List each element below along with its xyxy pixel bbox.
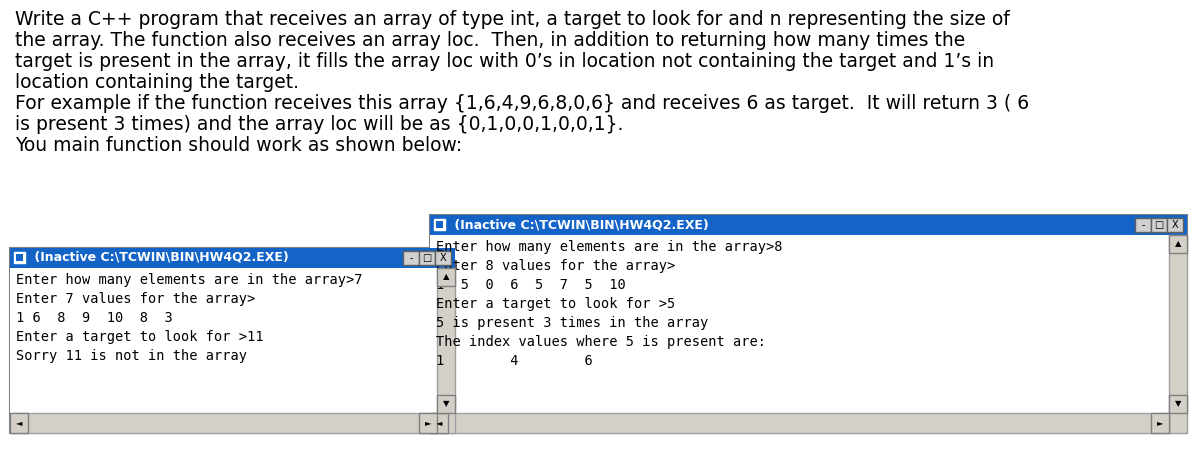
Bar bbox=[16, 254, 23, 261]
Text: target is present in the array, it fills the array loc with 0’s in location not : target is present in the array, it fills… bbox=[14, 52, 994, 71]
Bar bbox=[10, 248, 455, 433]
Text: Enter how many elements are in the array>8: Enter how many elements are in the array… bbox=[436, 240, 782, 254]
Bar bbox=[10, 268, 437, 413]
Text: □: □ bbox=[1154, 220, 1164, 230]
Bar bbox=[1135, 218, 1151, 232]
Text: (Inactive C:\TCWIN\BIN\HW4Q2.EXE): (Inactive C:\TCWIN\BIN\HW4Q2.EXE) bbox=[450, 218, 709, 231]
Bar bbox=[430, 215, 1187, 433]
Bar bbox=[14, 252, 25, 263]
Bar bbox=[437, 395, 455, 413]
Text: For example if the function receives this array {1,6,4,9,6,8,0,6} and receives 6: For example if the function receives thi… bbox=[14, 94, 1030, 113]
Text: 1        4        6: 1 4 6 bbox=[436, 354, 593, 368]
Bar bbox=[434, 219, 445, 230]
Bar bbox=[10, 413, 437, 433]
Text: is present 3 times) and the array loc will be as {0,1,0,0,1,0,0,1}.: is present 3 times) and the array loc wi… bbox=[14, 115, 623, 134]
Bar bbox=[1151, 413, 1169, 433]
Bar bbox=[403, 251, 419, 265]
Bar bbox=[430, 215, 1187, 235]
Text: Enter 7 values for the array>: Enter 7 values for the array> bbox=[16, 292, 256, 306]
Bar bbox=[1169, 395, 1187, 413]
Bar bbox=[437, 268, 455, 433]
Text: -: - bbox=[1141, 220, 1145, 230]
Text: ►: ► bbox=[1157, 418, 1163, 427]
Text: Sorry 11 is not in the array: Sorry 11 is not in the array bbox=[16, 349, 247, 363]
Text: ◄: ◄ bbox=[16, 418, 23, 427]
Bar bbox=[1166, 218, 1183, 232]
Bar bbox=[1151, 218, 1166, 232]
Text: X: X bbox=[439, 253, 446, 263]
Bar bbox=[437, 268, 455, 286]
Text: □: □ bbox=[422, 253, 432, 263]
Bar bbox=[1169, 235, 1187, 433]
Bar bbox=[10, 413, 28, 433]
Bar bbox=[419, 251, 436, 265]
Text: Enter how many elements are in the array>7: Enter how many elements are in the array… bbox=[16, 273, 362, 287]
Text: location containing the target.: location containing the target. bbox=[14, 73, 299, 92]
Text: 5 is present 3 times in the array: 5 is present 3 times in the array bbox=[436, 316, 708, 330]
Text: ▲: ▲ bbox=[1175, 240, 1181, 248]
Bar bbox=[1169, 235, 1187, 253]
Text: Enter a target to look for >5: Enter a target to look for >5 bbox=[436, 297, 676, 311]
Bar bbox=[436, 221, 443, 228]
Text: (Inactive C:\TCWIN\BIN\HW4Q2.EXE): (Inactive C:\TCWIN\BIN\HW4Q2.EXE) bbox=[30, 251, 289, 264]
Text: ►: ► bbox=[425, 418, 431, 427]
Text: -: - bbox=[409, 253, 413, 263]
Text: Enter 8 values for the array>: Enter 8 values for the array> bbox=[436, 259, 676, 273]
Text: ◄: ◄ bbox=[436, 418, 443, 427]
Text: ▲: ▲ bbox=[443, 273, 449, 282]
Bar bbox=[430, 235, 1169, 413]
Text: the array. The function also receives an array loc.  Then, in addition to return: the array. The function also receives an… bbox=[14, 31, 965, 50]
Text: The index values where 5 is present are:: The index values where 5 is present are: bbox=[436, 335, 766, 349]
Bar bbox=[430, 413, 448, 433]
Text: You main function should work as shown below:: You main function should work as shown b… bbox=[14, 136, 462, 155]
Bar bbox=[436, 251, 451, 265]
Text: X: X bbox=[1171, 220, 1178, 230]
Bar bbox=[419, 413, 437, 433]
Bar bbox=[430, 413, 1169, 433]
Text: 1 6  8  9  10  8  3: 1 6 8 9 10 8 3 bbox=[16, 311, 173, 325]
Text: Write a C++ program that receives an array of type int, a target to look for and: Write a C++ program that receives an arr… bbox=[14, 10, 1009, 29]
Bar bbox=[10, 248, 455, 268]
Text: ▼: ▼ bbox=[1175, 399, 1181, 409]
Text: 1  5  0  6  5  7  5  10: 1 5 0 6 5 7 5 10 bbox=[436, 278, 625, 292]
Text: Enter a target to look for >11: Enter a target to look for >11 bbox=[16, 330, 264, 344]
Text: ▼: ▼ bbox=[443, 399, 449, 409]
